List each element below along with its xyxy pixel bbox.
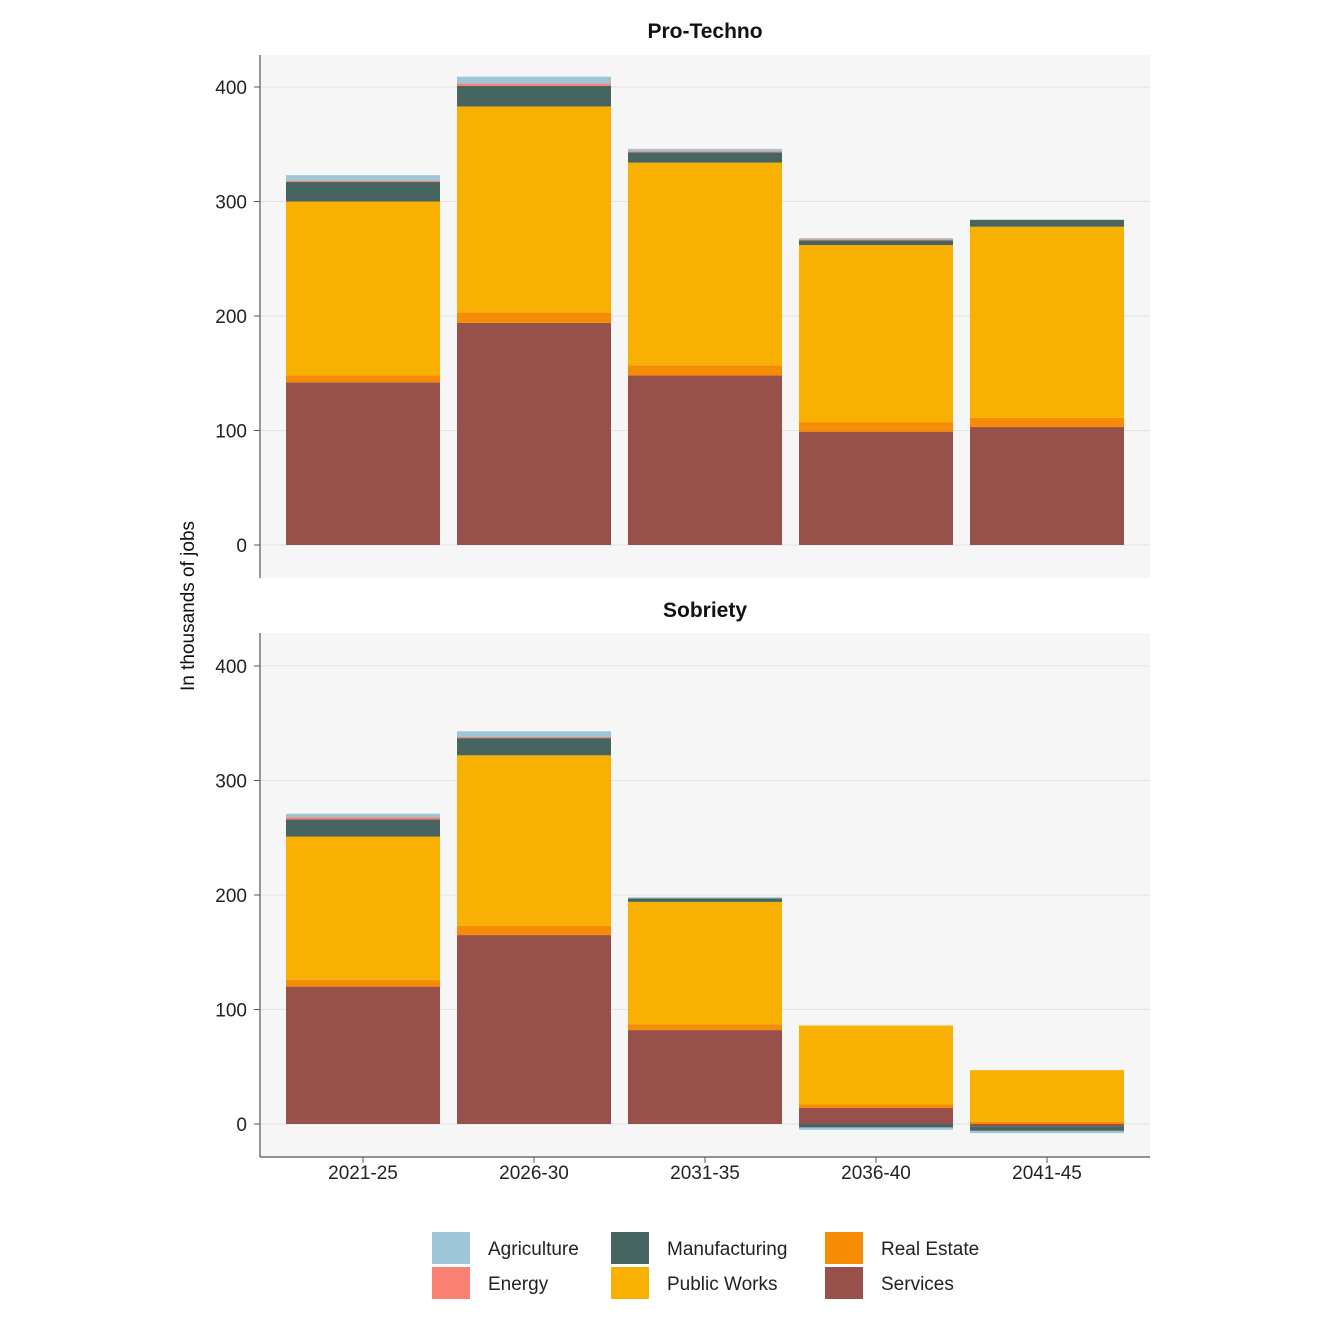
bar-public-works (799, 245, 953, 423)
bar-agriculture (457, 76, 611, 84)
bar-energy (286, 180, 440, 183)
bar-manufacturing (457, 85, 611, 107)
bar-energy (286, 817, 440, 820)
legend-swatch (825, 1267, 863, 1299)
y-tick-label: 100 (215, 1001, 247, 1022)
bar-manufacturing (628, 898, 782, 902)
bar-services (286, 986, 440, 1124)
bar-agriculture (799, 1127, 953, 1130)
bar-services (799, 431, 953, 545)
y-axis-label: In thousands of jobs (178, 521, 199, 691)
bar-manufacturing (799, 1124, 953, 1128)
bar-manufacturing (457, 738, 611, 756)
legend-label: Public Works (667, 1274, 778, 1295)
legend-swatch (432, 1232, 470, 1264)
legend-label: Energy (488, 1274, 549, 1295)
panel-title: Pro-Techno (647, 20, 762, 43)
bar-real-estate (970, 417, 1124, 428)
bar-services (970, 1124, 1124, 1127)
bar-real-estate (799, 422, 953, 432)
bar-public-works (286, 201, 440, 376)
y-tick-label: 200 (215, 307, 247, 328)
y-tick-label: 300 (215, 772, 247, 793)
legend-label: Agriculture (488, 1239, 579, 1260)
legend-label: Services (881, 1274, 954, 1295)
bar-real-estate (799, 1104, 953, 1108)
bar-public-works (628, 162, 782, 366)
bar-services (628, 375, 782, 545)
bar-agriculture (799, 238, 953, 240)
bar-public-works (799, 1025, 953, 1105)
legend-swatch (825, 1232, 863, 1264)
bar-manufacturing (286, 819, 440, 837)
panel-title: Sobriety (663, 599, 747, 622)
bar-services (970, 427, 1124, 545)
bar-agriculture (628, 897, 782, 899)
bar-manufacturing (799, 240, 953, 246)
bar-agriculture (628, 148, 782, 152)
bar-agriculture (286, 175, 440, 181)
bar-services (799, 1107, 953, 1124)
bar-agriculture (457, 731, 611, 737)
bar-public-works (970, 1070, 1124, 1122)
bar-public-works (457, 106, 611, 313)
bar-services (286, 382, 440, 545)
y-tick-label: 0 (236, 536, 247, 557)
legend-label: Real Estate (881, 1239, 979, 1260)
bar-public-works (457, 755, 611, 926)
bar-manufacturing (970, 219, 1124, 227)
x-tick-label: 2036-40 (841, 1163, 911, 1184)
x-tick-label: 2021-25 (328, 1163, 398, 1184)
bar-services (628, 1030, 782, 1124)
y-tick-label: 400 (215, 78, 247, 99)
bar-real-estate (457, 925, 611, 936)
x-tick-label: 2041-45 (1012, 1163, 1082, 1184)
bar-agriculture (286, 813, 440, 818)
bar-energy (457, 83, 611, 86)
y-tick-label: 0 (236, 1115, 247, 1136)
y-tick-label: 400 (215, 657, 247, 678)
bar-manufacturing (628, 152, 782, 163)
bar-real-estate (286, 979, 440, 987)
bar-energy (799, 239, 953, 241)
bar-services (457, 935, 611, 1124)
x-tick-label: 2031-35 (670, 1163, 740, 1184)
bar-real-estate (457, 312, 611, 323)
bar-manufacturing (970, 1126, 1124, 1131)
bar-manufacturing (286, 182, 440, 202)
bar-services (457, 322, 611, 545)
bar-public-works (286, 836, 440, 980)
bar-real-estate (628, 1024, 782, 1031)
x-tick-label: 2026-30 (499, 1163, 569, 1184)
legend-label: Manufacturing (667, 1239, 787, 1260)
bar-public-works (970, 226, 1124, 418)
y-tick-label: 200 (215, 886, 247, 907)
y-tick-label: 100 (215, 422, 247, 443)
bar-agriculture (970, 1130, 1124, 1134)
bar-energy (457, 736, 611, 739)
legend-swatch (611, 1232, 649, 1264)
bar-real-estate (628, 365, 782, 376)
bar-real-estate (970, 1121, 1124, 1124)
bar-real-estate (286, 375, 440, 383)
bar-energy (628, 151, 782, 153)
bar-public-works (628, 901, 782, 1025)
legend-swatch (611, 1267, 649, 1299)
y-tick-label: 300 (215, 193, 247, 214)
legend-swatch (432, 1267, 470, 1299)
